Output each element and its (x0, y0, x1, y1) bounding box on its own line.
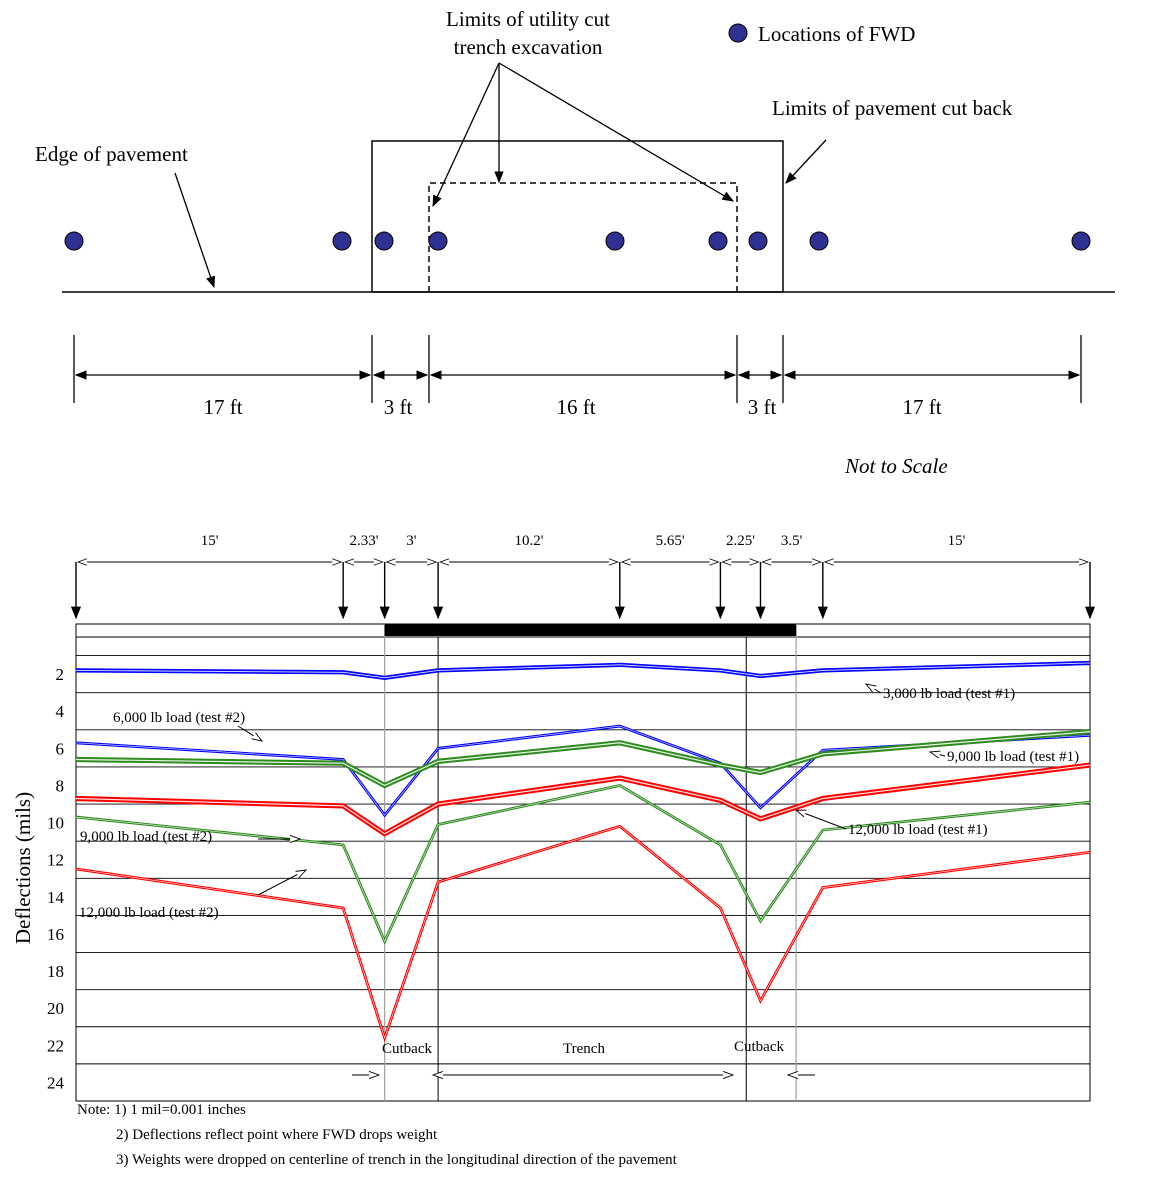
note-line: 2) Deflections reflect point where FWD d… (116, 1127, 438, 1143)
series-line (75, 729, 1091, 789)
series-label: 12,000 lb load (test #1) (848, 822, 988, 838)
spacing-label: 2.25' (726, 533, 755, 549)
fwd-location (748, 231, 768, 251)
notes: Note: 1) 1 mil=0.001 inches 2) Deflectio… (77, 1102, 678, 1168)
series-label: 6,000 lb load (test #2) (113, 710, 245, 726)
note-line: 3) Weights were dropped on centerline of… (116, 1152, 678, 1168)
spacing-label: 15' (201, 533, 219, 549)
fwd-location (605, 231, 625, 251)
cutback-rectangle (371, 140, 784, 293)
fwd-location (64, 231, 84, 251)
spacing-label: 2.33' (349, 533, 378, 549)
series-line (75, 824, 1091, 1043)
series-line-core (75, 764, 1091, 835)
fwd-location (708, 231, 728, 251)
dimension-label: 16 ft (556, 395, 595, 419)
y-tick-label: 12 (47, 851, 64, 870)
y-tick-label: 10 (47, 814, 64, 833)
fwd-location (428, 231, 448, 251)
series-line (75, 783, 1091, 945)
arrow-trench-left (432, 62, 500, 208)
fwd-legend-label: Locations of FWD (758, 22, 915, 46)
trench-outline (428, 182, 738, 292)
series-line-core (75, 825, 1091, 1039)
chart-series (75, 660, 1091, 1043)
utility-cut-label-line1: Limits of utility cut (446, 7, 610, 31)
series-line-core (75, 785, 1091, 943)
series-line-core (75, 725, 1091, 816)
series-label: 3,000 lb load (test #1) (883, 686, 1015, 702)
series-label: 9,000 lb load (test #2) (80, 829, 212, 845)
utility-cut-label-line2: trench excavation (454, 35, 603, 59)
cutback-left-label: Cutback (382, 1041, 432, 1057)
spacing-label: 3.5' (781, 533, 803, 549)
y-tick-label: 4 (56, 702, 65, 721)
spacing-label: 15' (948, 533, 966, 549)
cutback-right-label: Cutback (734, 1039, 784, 1055)
cutback-label: Limits of pavement cut back (772, 96, 1013, 120)
y-axis-label: Deflections (mils) (11, 792, 35, 944)
series-line-core (75, 731, 1091, 787)
series-line-core (75, 662, 1091, 679)
y-tick-label: 22 (47, 1036, 64, 1055)
spacing-label: 3' (406, 533, 417, 549)
y-tick-label: 8 (56, 776, 65, 795)
y-tick-label: 20 (47, 999, 64, 1018)
deflection-chart: 15' 2.33' 3' 10.2' 5.65' 2.25' 3.5' 15' 2468101… (11, 533, 1096, 1102)
y-tick-label: 14 (47, 888, 65, 907)
arrow-cutback (785, 139, 827, 184)
spacing-label: 10.2' (514, 533, 543, 549)
fwd-locations (64, 231, 1091, 251)
y-tick-label: 2 (56, 665, 65, 684)
fwd-location (332, 231, 352, 251)
y-tick-label: 16 (47, 925, 64, 944)
arrow-trench-right (498, 62, 735, 202)
cutback-slab-bar (384, 624, 797, 636)
fwd-location (1071, 231, 1091, 251)
dimension-label: 17 ft (203, 395, 242, 419)
dimension-label: 17 ft (902, 395, 941, 419)
edge-of-pavement-label: Edge of pavement (35, 142, 188, 166)
chart-spacing-header: 15' 2.33' 3' 10.2' 5.65' 2.25' 3.5' 15' (70, 533, 1096, 636)
fwd-location (809, 231, 829, 251)
y-tick-label: 18 (47, 962, 64, 981)
spacing-label: 5.65' (656, 533, 685, 549)
not-to-scale-label: Not to Scale (844, 454, 948, 478)
series-line (75, 660, 1091, 680)
y-tick-label: 24 (47, 1073, 65, 1092)
dimension-lines (73, 335, 1082, 403)
fwd-legend-marker (728, 23, 748, 43)
series-label: 9,000 lb load (test #1) (947, 749, 1079, 765)
plan-schematic: Locations of FWD Limits of utility cut t… (35, 7, 1115, 478)
arrow-edge (174, 172, 216, 289)
series-label: 12,000 lb load (test #2) (79, 905, 219, 921)
note-line: Note: 1) 1 mil=0.001 inches (77, 1102, 246, 1118)
dimension-label: 3 ft (384, 395, 413, 419)
y-tick-label: 6 (56, 739, 65, 758)
dimension-label: 3 ft (748, 395, 777, 419)
trench-label: Trench (563, 1041, 605, 1057)
fwd-location (374, 231, 394, 251)
